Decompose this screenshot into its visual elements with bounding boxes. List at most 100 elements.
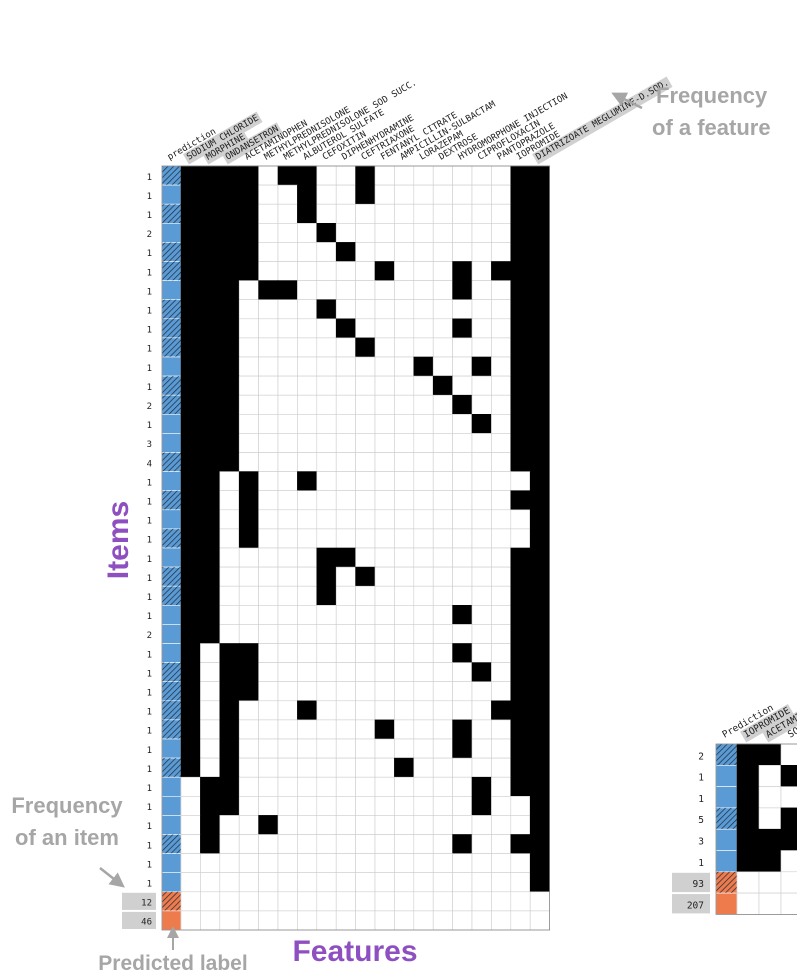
- matrix-cell-off: [277, 834, 298, 854]
- matrix-cell-on: [200, 203, 221, 224]
- matrix-cell-off: [219, 604, 240, 625]
- matrix-cell-on: [238, 261, 259, 281]
- matrix-cell-off: [238, 776, 259, 797]
- matrix-cell-on: [780, 828, 797, 851]
- item-frequency: 1: [147, 249, 152, 259]
- matrix-cell-off: [297, 624, 318, 644]
- matrix-cell-off: [394, 795, 415, 816]
- item-frequency: 1: [147, 879, 152, 889]
- matrix-cell-off: [491, 203, 512, 224]
- matrix-cell-off: [258, 566, 279, 587]
- matrix-cell-off: [758, 786, 782, 809]
- prediction-cell: [161, 738, 182, 759]
- item-frequency-bg: [672, 872, 710, 893]
- matrix-cell-on: [529, 184, 550, 205]
- matrix-cell-off: [432, 356, 453, 377]
- matrix-cell-off: [491, 299, 512, 320]
- freq-feature-arrow: [611, 92, 643, 110]
- matrix-cell-off: [277, 700, 298, 721]
- matrix-cell-on: [200, 624, 221, 644]
- matrix-cell-on: [471, 356, 492, 377]
- matrix-cell-off: [432, 242, 453, 262]
- matrix-cell-off: [432, 223, 453, 243]
- item-frequency: 1: [147, 306, 152, 316]
- matrix-cell-off: [200, 681, 221, 702]
- matrix-cell-on: [180, 337, 201, 358]
- matrix-cell-on: [200, 490, 221, 511]
- matrix-cell-on: [219, 738, 240, 759]
- predicted-label-annotation: Predicted label: [98, 952, 247, 974]
- matrix-cell-off: [510, 795, 531, 816]
- matrix-cell-on: [200, 433, 221, 453]
- matrix-cell-off: [238, 700, 259, 721]
- matrix-cell-off: [316, 604, 337, 625]
- matrix-cell-off: [413, 681, 434, 702]
- item-frequency: 207: [687, 900, 704, 911]
- matrix-cell-on: [452, 604, 473, 625]
- matrix-cell-off: [491, 490, 512, 511]
- matrix-cell-off: [432, 280, 453, 301]
- matrix-cell-on: [297, 165, 318, 186]
- main-matrix: 1112111111112134111111112111111111111112…: [122, 76, 673, 931]
- prediction-cell: [715, 850, 738, 873]
- prediction-hatch: [162, 261, 181, 281]
- matrix-cell-on: [355, 165, 376, 186]
- matrix-cell-off: [491, 681, 512, 702]
- matrix-cell-on: [297, 700, 318, 721]
- matrix-cell-off: [316, 490, 337, 511]
- matrix-cell-off: [491, 719, 512, 740]
- matrix-cell-off: [335, 776, 356, 797]
- matrix-cell-off: [219, 891, 240, 912]
- matrix-cell-off: [374, 624, 395, 644]
- matrix-cell-off: [355, 891, 376, 912]
- matrix-cell-off: [355, 394, 376, 415]
- matrix-cell-off: [219, 471, 240, 492]
- matrix-cell-on: [529, 853, 550, 873]
- matrix-cell-on: [297, 203, 318, 224]
- matrix-cell-off: [277, 337, 298, 358]
- prediction-hatch: [162, 490, 181, 510]
- matrix-cell-off: [355, 413, 376, 434]
- matrix-cell-on: [180, 757, 201, 778]
- matrix-cell-off: [394, 891, 415, 912]
- freq-item-arrow: [99, 867, 125, 888]
- matrix-cell-off: [258, 242, 279, 262]
- matrix-cell-on: [529, 337, 550, 358]
- matrix-cell-off: [238, 318, 259, 339]
- prediction-hatch: [162, 891, 181, 911]
- matrix-cell-off: [316, 318, 337, 339]
- matrix-cell-off: [335, 643, 356, 663]
- matrix-cell-off: [335, 490, 356, 511]
- matrix-cell-off: [335, 375, 356, 396]
- matrix-cell-on: [413, 356, 434, 377]
- matrix-cell-on: [219, 433, 240, 453]
- matrix-cell-off: [297, 815, 318, 835]
- matrix-cell-off: [374, 509, 395, 530]
- matrix-cell-off: [432, 547, 453, 568]
- matrix-cell-off: [758, 807, 782, 830]
- matrix-cell-off: [277, 413, 298, 434]
- matrix-cell-off: [413, 891, 434, 912]
- matrix-cell-off: [219, 872, 240, 893]
- prediction-hatch: [162, 719, 181, 739]
- column-header-label: DIATRIZOATE MEGLUMINE-D.SOD.: [534, 78, 670, 163]
- matrix-cell-on: [219, 719, 240, 740]
- matrix-cell-on: [238, 681, 259, 702]
- matrix-cell-off: [374, 203, 395, 224]
- matrix-cell-off: [432, 643, 453, 663]
- matrix-cell-off: [452, 547, 473, 568]
- matrix-cell-on: [316, 566, 337, 587]
- matrix-cell-on: [200, 299, 221, 320]
- matrix-cell-off: [374, 242, 395, 262]
- matrix-cell-off: [471, 585, 492, 606]
- matrix-cell-off: [394, 509, 415, 530]
- matrix-cell-off: [297, 719, 318, 740]
- matrix-cell-off: [316, 471, 337, 492]
- matrix-cell-off: [491, 165, 512, 186]
- matrix-cell-off: [277, 662, 298, 682]
- matrix-cell-off: [394, 662, 415, 682]
- matrix-cell-off: [355, 604, 376, 625]
- matrix-cell-on: [316, 223, 337, 243]
- matrix-cell-off: [316, 872, 337, 893]
- matrix-cell-off: [297, 910, 318, 931]
